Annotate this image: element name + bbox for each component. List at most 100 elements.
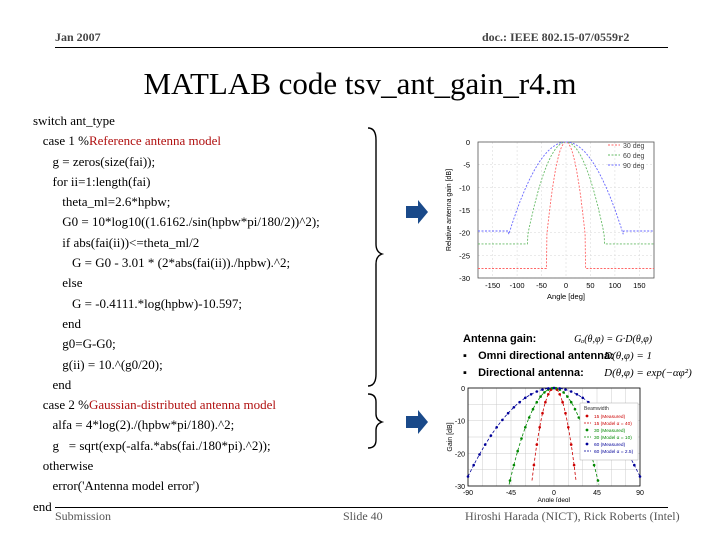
measured-point [512, 463, 516, 467]
measured-point [539, 395, 542, 398]
y-tick-label: -15 [459, 206, 470, 215]
measured-point [524, 396, 527, 400]
code-text: G = G0 - 3.01 * (2*abs(fai(ii))./hpbw).^… [33, 255, 291, 271]
directional-label: Directional antenna: [478, 367, 584, 379]
x-tick-label: 90 [636, 490, 644, 497]
measured-point [564, 411, 567, 415]
measured-point [569, 400, 573, 404]
measured-point [518, 400, 521, 404]
slide-title: MATLAB code tsv_ant_gain_r4.m [143, 66, 577, 101]
measured-point [566, 395, 569, 398]
directional-formula: D(θ,φ) = exp(−αφ²) [604, 367, 692, 379]
code-text: for ii=1:length(fai) [33, 173, 151, 189]
header-date: Jan 2007 [55, 30, 101, 44]
code-text: end [33, 315, 82, 331]
y-tick-label: -30 [455, 484, 465, 491]
series-line [478, 141, 654, 245]
legend-marker [585, 442, 589, 446]
code-line: g = sqrt(exp(-alfa.*abs(fai./180*pi).^2)… [33, 436, 320, 456]
measured-point [535, 443, 539, 446]
reference-gain-chart: -150 -100 -50 0 50 100 150 0 -5 -10 -15 -20 -25 -30 30… [446, 138, 655, 301]
code-line: end [33, 497, 320, 517]
legend-label: 60 (Measured) [594, 442, 626, 448]
x-tick-label: -150 [485, 281, 500, 290]
measured-point [516, 449, 519, 453]
measured-point [592, 463, 596, 467]
gain-formula: Gₐ(θ,φ) = G·D(θ,φ) [574, 334, 653, 345]
code-comment: Reference antenna model [88, 133, 222, 149]
header-rule [55, 47, 668, 48]
measured-point [501, 418, 504, 422]
code-line: G0 = 10*log10((1.6162./sin(hpbw*pi/180/2… [33, 212, 320, 232]
measured-point [535, 390, 539, 393]
code-line: case 1 %Reference antenna model [33, 131, 320, 151]
x-tick-label: -100 [510, 281, 525, 290]
legend-label: 15 (Measured) [594, 414, 626, 420]
brace-case2 [367, 393, 385, 449]
code-text: case 2 % [33, 397, 89, 413]
legend-marker [585, 428, 589, 432]
measured-point [527, 416, 531, 419]
measured-point [561, 400, 564, 404]
measured-point [554, 386, 558, 390]
code-text: end [33, 498, 52, 514]
code-line: g0=G-G0; [33, 334, 320, 354]
code-line: G = -0.4111.*log(hpbw)-10.597; [33, 294, 320, 314]
measured-point [541, 411, 544, 415]
measured-point [489, 434, 493, 437]
y-tick-label: -20 [459, 229, 470, 238]
omni-label: Omni directional antenna: [478, 350, 614, 362]
code-text: if abs(fai(ii))<=theta_ml/2 [33, 234, 200, 250]
series-line [478, 141, 654, 269]
header-doc-number: doc.: IEEE 802.15-07/0559r2 [482, 30, 630, 44]
code-block: switch ant_type case 1 %Reference antenn… [33, 111, 320, 517]
code-line: theta_ml=2.6*hpbw; [33, 192, 320, 212]
legend-box [579, 402, 639, 461]
measured-point [512, 406, 516, 409]
measured-point [538, 426, 541, 429]
measured-point [483, 443, 487, 446]
bullet-icon: ▪ [463, 367, 467, 379]
x-axis-label: Angle [deg] [547, 292, 585, 301]
measured-point [531, 407, 535, 411]
code-line: else [33, 273, 320, 293]
legend-label: 15 (Model α = 40) [594, 421, 632, 427]
legend-label: 60 (Model α = 2.5) [594, 449, 634, 455]
y-tick-label: -20 [455, 451, 465, 458]
legend-label: 30 (Measured) [594, 428, 626, 434]
measured-point [596, 479, 600, 482]
legend-label: 60 deg [623, 153, 645, 160]
footer-slide-number: Slide 40 [343, 509, 383, 523]
measured-point [550, 386, 554, 390]
series-line [478, 141, 654, 235]
code-text: g = zeros(size(fai)); [33, 153, 156, 169]
code-comment: Gaussian-distributed antenna model [88, 397, 276, 413]
measured-point [581, 396, 584, 400]
gain-label: Antenna gain: [463, 333, 537, 345]
gaussian-gain-chart: -90 -45 0 45 90 0 -10 -20 -30 Angle [deg] Gain [dB… [447, 386, 644, 502]
footer-rule [55, 507, 668, 508]
measured-point [541, 388, 544, 391]
measured-point [547, 393, 550, 396]
x-tick-label: 100 [609, 281, 622, 290]
measured-point [564, 388, 567, 391]
code-text: theta_ml=2.6*hpbw; [33, 194, 171, 210]
code-text: error('Antenna model error') [33, 478, 200, 494]
y-tick-label: -25 [459, 251, 470, 260]
legend-marker [585, 414, 589, 418]
bullet-icon: ▪ [463, 350, 467, 362]
code-line: if abs(fai(ii))<=theta_ml/2 [33, 233, 320, 253]
x-tick-label: 0 [552, 490, 556, 497]
measured-point [552, 386, 556, 390]
code-line: otherwise [33, 456, 320, 476]
legend-label: 90 deg [623, 163, 645, 170]
y-tick-label: -10 [459, 183, 470, 192]
legend-label: 30 (Model α = 10) [594, 435, 632, 441]
measured-point [529, 393, 533, 396]
measured-point [567, 426, 570, 429]
measured-point [535, 400, 539, 404]
code-line: end [33, 314, 320, 334]
y-tick-label: 0 [466, 138, 470, 147]
x-tick-label: 0 [564, 281, 568, 290]
measured-point [558, 393, 561, 396]
